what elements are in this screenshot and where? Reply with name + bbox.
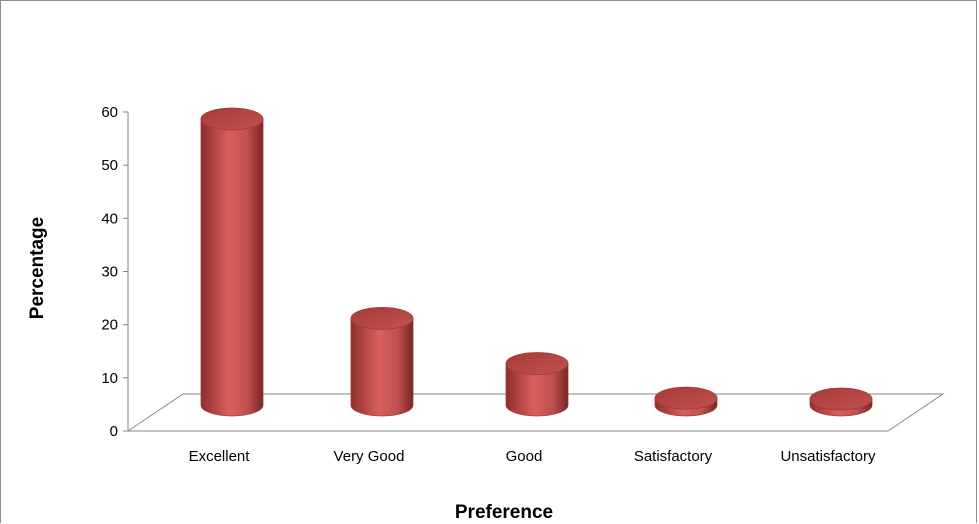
- y-tick-label: 40: [101, 210, 118, 227]
- y-tick-label: 60: [101, 104, 118, 121]
- bar-very-good: [350, 306, 414, 417]
- bar-body: [350, 317, 414, 417]
- y-tick-label: 50: [101, 157, 118, 174]
- bar-satisfactory: [654, 386, 718, 417]
- bar-excellent: [200, 107, 264, 417]
- bar-cap: [505, 352, 569, 375]
- x-tick-label: Excellent: [189, 448, 251, 465]
- bar-body: [200, 118, 264, 417]
- y-tick-label: 20: [101, 317, 118, 334]
- x-tick-label: Very Good: [334, 448, 405, 465]
- y-tick-label: 0: [110, 423, 118, 440]
- x-axis-title: Preference: [455, 502, 553, 523]
- y-axis-title: Percentage: [27, 217, 48, 319]
- bar-cap: [200, 107, 264, 131]
- x-tick-label: Good: [506, 448, 543, 465]
- bar-cap: [654, 386, 718, 410]
- bar-body: [505, 363, 569, 417]
- bar-cap: [809, 387, 873, 411]
- y-tick-label: 10: [101, 370, 118, 387]
- x-tick-label: Satisfactory: [634, 448, 713, 465]
- bar-good: [505, 352, 569, 417]
- bar-cap: [350, 306, 414, 330]
- y-tick-label: 30: [101, 264, 118, 281]
- x-tick-label: Unsatisfactory: [780, 448, 876, 465]
- bar-unsatisfactory: [809, 387, 873, 417]
